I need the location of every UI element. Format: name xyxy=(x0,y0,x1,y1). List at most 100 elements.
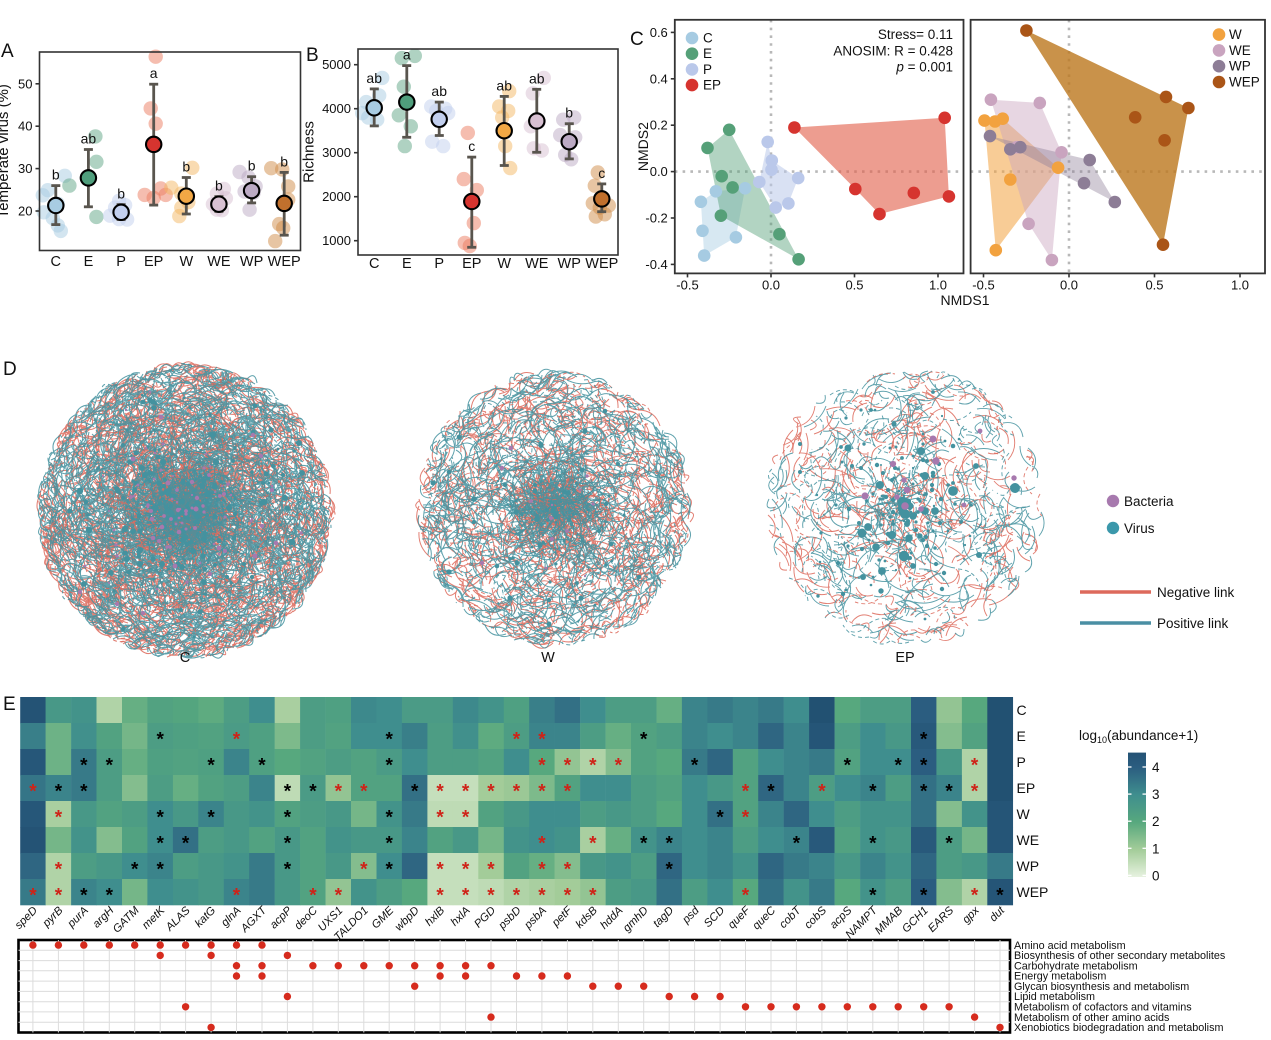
svg-text:4: 4 xyxy=(1152,760,1160,775)
svg-text:P: P xyxy=(434,256,444,272)
svg-text:Lipid metabolism: Lipid metabolism xyxy=(1014,991,1095,1003)
svg-text:*: * xyxy=(716,808,724,829)
svg-text:Temperate virus (%): Temperate virus (%) xyxy=(0,84,12,218)
svg-text:*: * xyxy=(80,886,88,907)
svg-text:WP: WP xyxy=(240,254,263,270)
svg-text:ANOSIM: R = 0.428: ANOSIM: R = 0.428 xyxy=(833,44,953,59)
svg-text:*: * xyxy=(996,886,1004,907)
svg-text:Amino acid metabolism: Amino acid metabolism xyxy=(1014,940,1126,952)
svg-text:EP: EP xyxy=(895,650,914,666)
svg-text:WEP: WEP xyxy=(1229,75,1260,90)
svg-text:20: 20 xyxy=(18,204,32,219)
svg-text:WP: WP xyxy=(1017,858,1040,874)
svg-text:WE: WE xyxy=(1017,832,1040,848)
svg-text:c: c xyxy=(468,138,475,154)
svg-text:ab: ab xyxy=(81,131,97,147)
svg-text:W: W xyxy=(1017,806,1031,822)
svg-text:p = 0.001: p = 0.001 xyxy=(895,60,953,75)
svg-text:*: * xyxy=(29,886,37,907)
svg-text:*: * xyxy=(513,886,521,907)
svg-text:*: * xyxy=(513,782,521,803)
svg-text:ab: ab xyxy=(529,70,545,86)
svg-text:*: * xyxy=(156,808,164,829)
svg-text:WP: WP xyxy=(1229,59,1251,74)
svg-text:C: C xyxy=(1017,702,1027,718)
svg-text:*: * xyxy=(233,730,241,751)
svg-text:*: * xyxy=(640,730,648,751)
svg-text:*: * xyxy=(80,756,88,777)
svg-text:*: * xyxy=(462,808,470,829)
svg-text:5000: 5000 xyxy=(322,57,351,72)
svg-text:*: * xyxy=(284,834,292,855)
svg-text:*: * xyxy=(564,860,572,881)
svg-text:4000: 4000 xyxy=(322,101,351,116)
svg-text:*: * xyxy=(538,782,546,803)
svg-text:E: E xyxy=(1017,728,1026,744)
svg-text:*: * xyxy=(55,886,63,907)
svg-text:*: * xyxy=(385,808,393,829)
svg-text:*: * xyxy=(385,730,393,751)
svg-text:*: * xyxy=(589,886,597,907)
svg-text:*: * xyxy=(818,782,826,803)
svg-text:*: * xyxy=(920,756,928,777)
svg-text:*: * xyxy=(156,834,164,855)
svg-text:WP: WP xyxy=(558,256,581,272)
svg-text:*: * xyxy=(665,860,673,881)
svg-text:*: * xyxy=(869,782,877,803)
svg-text:log10(abundance+1): log10(abundance+1) xyxy=(1079,728,1198,745)
svg-text:0.2: 0.2 xyxy=(650,118,668,133)
svg-text:E: E xyxy=(3,694,16,715)
svg-text:0.5: 0.5 xyxy=(845,277,863,292)
svg-text:*: * xyxy=(971,782,979,803)
svg-text:C: C xyxy=(180,650,190,666)
svg-text:*: * xyxy=(284,860,292,881)
svg-text:*: * xyxy=(513,730,521,751)
svg-text:*: * xyxy=(920,730,928,751)
svg-text:*: * xyxy=(462,886,470,907)
svg-text:WE: WE xyxy=(207,254,231,270)
svg-text:b: b xyxy=(182,159,190,175)
svg-text:*: * xyxy=(360,860,368,881)
svg-text:*: * xyxy=(869,834,877,855)
svg-text:a: a xyxy=(150,65,158,81)
svg-text:Richness: Richness xyxy=(301,121,318,183)
svg-text:*: * xyxy=(156,860,164,881)
svg-text:*: * xyxy=(80,782,88,803)
svg-text:B: B xyxy=(306,45,319,66)
svg-text:*: * xyxy=(258,756,266,777)
svg-text:b: b xyxy=(248,158,256,174)
svg-text:*: * xyxy=(971,756,979,777)
svg-text:Bacteria: Bacteria xyxy=(1124,494,1174,509)
svg-text:W: W xyxy=(497,256,511,272)
svg-text:*: * xyxy=(131,860,139,881)
svg-text:1000: 1000 xyxy=(322,233,351,248)
svg-text:*: * xyxy=(538,886,546,907)
svg-text:2: 2 xyxy=(1152,814,1160,829)
svg-text:*: * xyxy=(691,756,699,777)
svg-text:*: * xyxy=(106,756,114,777)
svg-text:*: * xyxy=(538,730,546,751)
svg-text:*: * xyxy=(309,782,317,803)
svg-text:*: * xyxy=(55,860,63,881)
svg-text:*: * xyxy=(894,756,902,777)
svg-text:*: * xyxy=(793,834,801,855)
svg-text:*: * xyxy=(284,808,292,829)
svg-text:*: * xyxy=(945,834,953,855)
svg-text:*: * xyxy=(335,886,343,907)
svg-text:E: E xyxy=(84,254,94,270)
svg-text:*: * xyxy=(589,756,597,777)
svg-text:0: 0 xyxy=(1152,868,1160,883)
svg-text:*: * xyxy=(538,834,546,855)
svg-text:C: C xyxy=(51,254,61,270)
svg-text:Stress= 0.11: Stress= 0.11 xyxy=(878,27,953,42)
svg-text:EP: EP xyxy=(703,78,721,93)
svg-text:b: b xyxy=(280,153,288,169)
svg-text:1: 1 xyxy=(1152,841,1160,856)
svg-text:*: * xyxy=(742,782,750,803)
svg-text:*: * xyxy=(360,782,368,803)
svg-text:*: * xyxy=(742,808,750,829)
svg-text:*: * xyxy=(436,808,444,829)
svg-text:Metabolism of cofactors and vi: Metabolism of cofactors and vitamins xyxy=(1014,1002,1192,1014)
svg-text:*: * xyxy=(487,860,495,881)
svg-text:2000: 2000 xyxy=(322,189,351,204)
